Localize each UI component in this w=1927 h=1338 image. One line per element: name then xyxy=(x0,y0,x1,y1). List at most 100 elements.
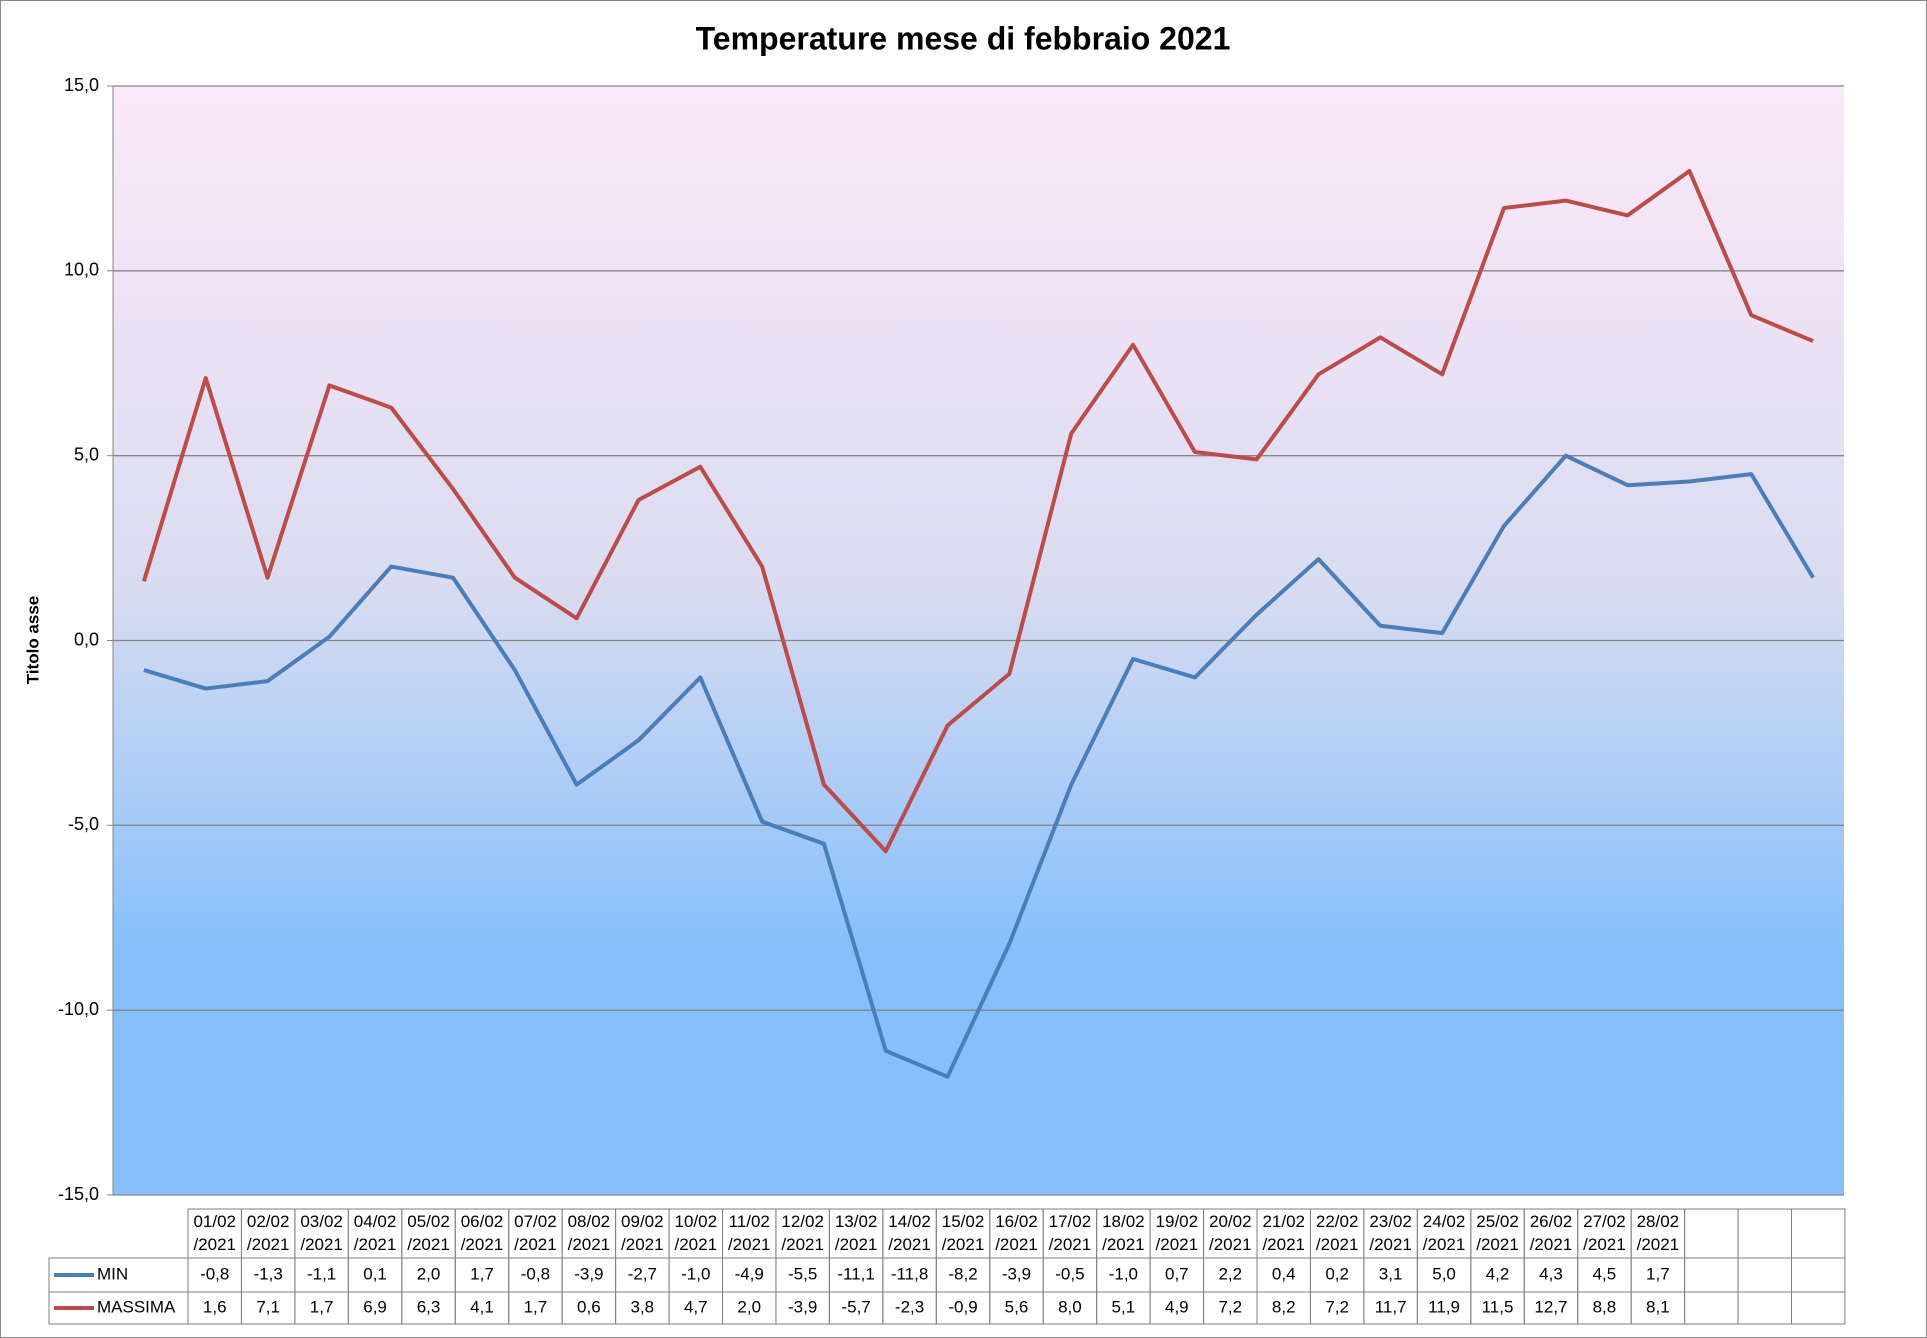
value-label: 1,7 xyxy=(470,1264,494,1283)
value-label: 6,3 xyxy=(417,1297,441,1316)
value-label: -2,7 xyxy=(628,1264,657,1283)
category-label: 04/02/2021 xyxy=(354,1212,397,1254)
category-label: 10/02/2021 xyxy=(675,1212,718,1254)
y-tick-label: 15,0 xyxy=(64,75,99,95)
value-label: 5,6 xyxy=(1005,1297,1029,1316)
value-label: 4,5 xyxy=(1593,1264,1617,1283)
y-axis-label: Titolo asse xyxy=(23,596,42,685)
value-label: 2,0 xyxy=(417,1264,441,1283)
value-label: -11,8 xyxy=(891,1264,929,1283)
category-label: 19/02/2021 xyxy=(1156,1212,1199,1254)
value-label: 1,6 xyxy=(203,1297,227,1316)
chart-title: Temperature mese di febbraio 2021 xyxy=(696,20,1231,56)
value-label: -1,0 xyxy=(681,1264,710,1283)
y-tick-label: 0,0 xyxy=(74,629,99,649)
value-label: -3,9 xyxy=(788,1297,817,1316)
category-label: 02/02/2021 xyxy=(247,1212,290,1254)
value-label: 4,7 xyxy=(684,1297,708,1316)
value-label: -5,5 xyxy=(788,1264,817,1283)
category-label: 20/02/2021 xyxy=(1209,1212,1252,1254)
value-label: -3,9 xyxy=(1002,1264,1031,1283)
value-label: -0,8 xyxy=(200,1264,229,1283)
category-label: 26/02/2021 xyxy=(1530,1212,1573,1254)
value-label: 8,0 xyxy=(1058,1297,1082,1316)
value-label: 4,1 xyxy=(470,1297,494,1316)
category-label: 16/02/2021 xyxy=(995,1212,1038,1254)
category-label: 27/02/2021 xyxy=(1583,1212,1626,1254)
category-label: 11/02/2021 xyxy=(728,1212,771,1254)
category-label: 17/02/2021 xyxy=(1049,1212,1092,1254)
value-label: 2,0 xyxy=(737,1297,761,1316)
value-label: 0,6 xyxy=(577,1297,601,1316)
category-label: 12/02/2021 xyxy=(781,1212,824,1254)
value-label: -1,0 xyxy=(1109,1264,1138,1283)
value-label: 0,1 xyxy=(363,1264,387,1283)
category-label: 13/02/2021 xyxy=(835,1212,878,1254)
category-label: 22/02/2021 xyxy=(1316,1212,1359,1254)
value-label: 4,3 xyxy=(1539,1264,1563,1283)
y-tick-label: 5,0 xyxy=(74,444,99,464)
category-label: 15/02/2021 xyxy=(942,1212,985,1254)
category-label: 09/02/2021 xyxy=(621,1212,664,1254)
category-label: 25/02/2021 xyxy=(1476,1212,1519,1254)
value-label: 3,8 xyxy=(631,1297,655,1316)
value-label: 12,7 xyxy=(1534,1297,1567,1316)
category-label: 03/02/2021 xyxy=(300,1212,343,1254)
y-tick-label: -10,0 xyxy=(58,999,99,1019)
table-cell xyxy=(48,1291,189,1325)
table-cell xyxy=(1791,1291,1846,1325)
value-label: 7,1 xyxy=(256,1297,280,1316)
value-label: 0,7 xyxy=(1165,1264,1189,1283)
value-label: 8,8 xyxy=(1593,1297,1617,1316)
value-label: -0,9 xyxy=(948,1297,977,1316)
category-label: 28/02/2021 xyxy=(1637,1212,1680,1254)
value-label: 1,7 xyxy=(1646,1264,1670,1283)
category-label: 18/02/2021 xyxy=(1102,1212,1145,1254)
category-label: 01/02/2021 xyxy=(193,1212,236,1254)
value-label: 8,2 xyxy=(1272,1297,1296,1316)
value-label: 5,1 xyxy=(1112,1297,1136,1316)
value-label: -5,7 xyxy=(841,1297,870,1316)
value-label: 11,5 xyxy=(1482,1297,1514,1316)
y-tick-label: -15,0 xyxy=(58,1184,99,1204)
value-label: -0,5 xyxy=(1055,1264,1084,1283)
category-label: 23/02/2021 xyxy=(1369,1212,1412,1254)
value-label: 8,1 xyxy=(1646,1297,1670,1316)
y-tick-label: 10,0 xyxy=(64,260,99,280)
category-label: 24/02/2021 xyxy=(1423,1212,1466,1254)
value-label: -3,9 xyxy=(574,1264,603,1283)
value-label: 4,9 xyxy=(1165,1297,1189,1316)
value-label: 1,7 xyxy=(310,1297,334,1316)
value-label: -1,3 xyxy=(254,1264,283,1283)
value-label: 6,9 xyxy=(363,1297,387,1316)
value-label: -1,1 xyxy=(307,1264,336,1283)
category-label: 06/02/2021 xyxy=(461,1212,504,1254)
value-label: -0,8 xyxy=(521,1264,550,1283)
value-label: 5,0 xyxy=(1432,1264,1456,1283)
value-label: 0,4 xyxy=(1272,1264,1296,1283)
value-label: 11,7 xyxy=(1375,1297,1407,1316)
legend-label: MASSIMA xyxy=(97,1297,176,1316)
series-line xyxy=(143,453,1815,1079)
value-label: 2,2 xyxy=(1218,1264,1242,1283)
category-label: 05/02/2021 xyxy=(407,1212,450,1254)
value-label: -2,3 xyxy=(895,1297,924,1316)
value-label: 1,7 xyxy=(524,1297,548,1316)
value-label: 11,9 xyxy=(1428,1297,1460,1316)
value-label: -8,2 xyxy=(948,1264,977,1283)
category-label: 14/02/2021 xyxy=(888,1212,931,1254)
value-label: 7,2 xyxy=(1325,1297,1349,1316)
category-label: 21/02/2021 xyxy=(1262,1212,1305,1254)
value-label: 3,1 xyxy=(1379,1264,1403,1283)
value-label: 0,2 xyxy=(1325,1264,1349,1283)
legend-label: MIN xyxy=(97,1264,128,1283)
value-label: 7,2 xyxy=(1218,1297,1242,1316)
y-tick-label: -5,0 xyxy=(68,814,99,834)
series-line xyxy=(141,169,1814,854)
category-label: 07/02/2021 xyxy=(514,1212,557,1254)
value-label: -11,1 xyxy=(837,1264,875,1283)
value-label: -4,9 xyxy=(735,1264,764,1283)
value-label: 4,2 xyxy=(1486,1264,1510,1283)
category-label: 08/02/2021 xyxy=(568,1212,611,1254)
